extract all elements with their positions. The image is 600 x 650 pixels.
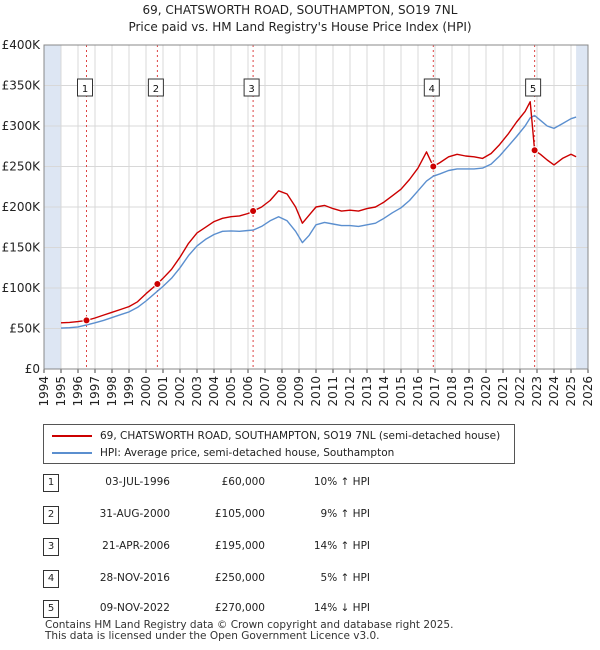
sale-label-number: 3	[248, 84, 254, 95]
footer-line-1: Contains HM Land Registry data © Crown c…	[45, 619, 454, 631]
x-tick-label: 2009	[292, 376, 306, 407]
y-tick-label: £100K	[2, 281, 42, 295]
x-tick-label: 2013	[360, 376, 374, 407]
sale-date: 03-JUL-1996	[105, 476, 170, 488]
sale-hpi-relation: 14% ↓ HPI	[313, 602, 370, 614]
sale-label-number: 2	[153, 84, 159, 95]
y-tick-label: £300K	[2, 119, 42, 133]
sale-hpi-relation: 14% ↑ HPI	[313, 540, 370, 552]
x-tick-label: 2001	[156, 376, 170, 407]
sale-date: 31-AUG-2000	[99, 508, 170, 520]
x-tick-label: 1999	[122, 376, 136, 407]
sale-point	[153, 279, 162, 288]
sale-row: 3 21-APR-2006 £195,000 14% ↑ HPI	[0, 538, 600, 560]
y-tick-label: £400K	[2, 38, 42, 52]
x-tick-label: 2002	[173, 376, 187, 407]
sale-label-box	[77, 78, 93, 97]
sale-number-badge: 1	[43, 474, 59, 492]
chart-title: 69, CHATSWORTH ROAD, SOUTHAMPTON, SO19 7…	[0, 2, 600, 36]
sale-hpi-relation: 10% ↑ HPI	[313, 476, 370, 488]
footer-line-2: This data is licensed under the Open Gov…	[45, 630, 380, 642]
x-tick-label: 2008	[275, 376, 289, 407]
legend-swatch-property	[52, 435, 92, 437]
sale-date: 09-NOV-2022	[99, 602, 170, 614]
sale-row: 2 31-AUG-2000 £105,000 9% ↑ HPI	[0, 506, 600, 528]
x-tick-label: 2025	[564, 376, 578, 407]
sale-label-number: 4	[429, 84, 435, 95]
y-tick-label: £200K	[2, 200, 42, 214]
sale-point	[82, 316, 91, 325]
sale-row: 5 09-NOV-2022 £270,000 14% ↓ HPI	[0, 600, 600, 622]
sale-hpi-relation: 9% ↑ HPI	[320, 508, 370, 520]
x-tick-label: 2021	[496, 376, 510, 407]
plot-frame	[43, 44, 589, 370]
x-tick-label: 2017	[428, 376, 442, 407]
x-tick-label: 2012	[343, 376, 357, 407]
sale-label-number: 1	[82, 84, 88, 95]
x-tick-label: 2026	[581, 376, 595, 407]
legend-swatch-hpi	[52, 452, 92, 454]
legend: 69, CHATSWORTH ROAD, SOUTHAMPTON, SO19 7…	[43, 424, 515, 464]
y-tick-label: £350K	[2, 79, 42, 93]
x-tick-label: 2007	[258, 376, 272, 407]
x-tick-label: 1997	[88, 376, 102, 407]
x-tick-label: 2018	[445, 376, 459, 407]
y-tick-label: £0	[25, 362, 40, 376]
sale-date: 21-APR-2006	[102, 540, 170, 552]
x-tick-label: 2006	[241, 376, 255, 407]
price-chart: £0 £50K £100K £150K £200K £250K £300K £350K £400…	[2, 38, 595, 407]
sale-number-badge: 2	[43, 506, 59, 524]
x-tick-label: 2022	[513, 376, 527, 407]
sale-number-badge: 4	[43, 570, 59, 588]
series-line-property	[60, 101, 577, 324]
x-tick-label: 1998	[105, 376, 119, 407]
sale-number-badge: 5	[43, 600, 59, 618]
sale-price: £195,000	[214, 540, 265, 552]
sale-hpi-relation: 5% ↑ HPI	[320, 572, 370, 584]
series-line-hpi	[60, 114, 577, 329]
title-line-2: Price paid vs. HM Land Registry's House …	[128, 20, 472, 34]
title-line-1: 69, CHATSWORTH ROAD, SOUTHAMPTON, SO19 7…	[142, 3, 458, 17]
x-tick-label: 2000	[139, 376, 153, 407]
x-tick-label: 2010	[309, 376, 323, 407]
sale-number-badge: 3	[43, 538, 59, 556]
y-tick-label: £250K	[2, 160, 42, 174]
footer-attribution: Contains HM Land Registry data © Crown c…	[45, 620, 453, 642]
x-tick-label: 1995	[54, 376, 68, 407]
sale-price: £270,000	[214, 602, 265, 614]
y-tick-label: £50K	[9, 322, 41, 336]
x-tick-label: 2004	[207, 376, 221, 407]
sale-label-box	[423, 78, 440, 97]
y-tick-label: £150K	[2, 241, 42, 255]
sale-price: £250,000	[214, 572, 265, 584]
sale-label-number: 5	[530, 84, 536, 95]
x-tick-label: 2016	[411, 376, 425, 407]
sale-row: 1 03-JUL-1996 £60,000 10% ↑ HPI	[0, 474, 600, 496]
x-tick-label: 2020	[479, 376, 493, 407]
sale-row: 4 28-NOV-2016 £250,000 5% ↑ HPI	[0, 570, 600, 592]
x-tick-label: 2005	[224, 376, 238, 407]
sale-label-box	[243, 78, 260, 97]
sale-point	[249, 207, 258, 216]
sale-date: 28-NOV-2016	[99, 572, 170, 584]
x-tick-label: 1996	[71, 376, 85, 407]
sale-label-box	[147, 78, 164, 97]
sale-price: £60,000	[221, 476, 265, 488]
x-tick-label: 2011	[326, 376, 340, 407]
x-tick-label: 2023	[530, 376, 544, 407]
x-tick-label: 2003	[190, 376, 204, 407]
sale-price: £105,000	[214, 508, 265, 520]
sale-label-box	[525, 78, 542, 97]
x-tick-label: 2014	[377, 376, 391, 407]
legend-label-hpi: HPI: Average price, semi-detached house,…	[100, 447, 395, 459]
x-tick-label: 2015	[394, 376, 408, 407]
legend-label-property: 69, CHATSWORTH ROAD, SOUTHAMPTON, SO19 7…	[100, 430, 501, 442]
x-tick-label: 1994	[37, 376, 51, 407]
sale-point	[429, 162, 438, 171]
sale-point	[530, 146, 539, 155]
x-tick-label: 2024	[547, 376, 561, 407]
x-tick-label: 2019	[462, 376, 476, 407]
